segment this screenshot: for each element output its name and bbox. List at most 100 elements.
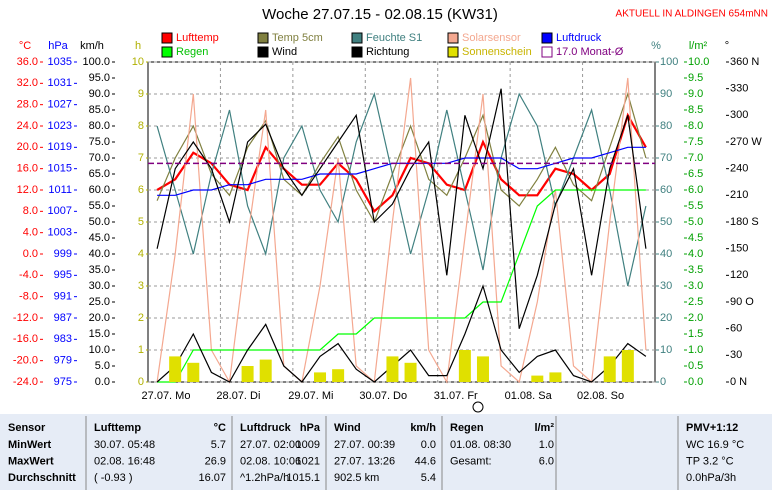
row-label: Durchschnitt xyxy=(8,472,76,484)
column-unit: l/m² xyxy=(534,422,554,434)
legend-label: 17.0 Monat-Ø xyxy=(556,46,624,58)
legend-swatch xyxy=(257,46,269,58)
column-title: Luftdruck xyxy=(240,422,292,434)
tick-label: 90 O xyxy=(730,296,754,308)
cell-text: WC 16.9 °C xyxy=(686,439,744,451)
axis-title: % xyxy=(651,40,661,52)
chart-title: Woche 27.07.15 - 02.08.15 (KW31) xyxy=(262,6,498,23)
tick-label: 60.0 xyxy=(89,184,110,196)
tick-label: 2 xyxy=(138,312,144,324)
legend-label: Wind xyxy=(272,46,297,58)
sunshine-bar xyxy=(386,356,399,382)
tick-label: 70.0 xyxy=(89,152,110,164)
x-tick-label: 01.08. Sa xyxy=(505,390,553,402)
tick-label: 30 xyxy=(730,349,742,361)
tick-label: 85.0 xyxy=(89,104,110,116)
tick-label: 240 xyxy=(730,163,748,175)
tick-label: 5.0 xyxy=(688,216,703,228)
tick-label: 1011 xyxy=(48,184,72,196)
scroll-handle[interactable] xyxy=(472,401,484,413)
cell-text: 27.07. 13:26 xyxy=(334,455,395,467)
legend-label: Sonnenschein xyxy=(462,46,532,58)
legend-swatch xyxy=(541,32,553,44)
tick-label: 4.0 xyxy=(688,248,703,260)
axis-title: h xyxy=(135,40,141,52)
legend-swatch xyxy=(447,32,459,44)
tick-label: 0 xyxy=(660,376,666,388)
tick-label: 1003 xyxy=(48,227,72,239)
tick-label: 5.0 xyxy=(95,360,110,372)
tick-label: 3.0 xyxy=(688,280,703,292)
stats-panel xyxy=(0,414,772,490)
x-tick-label: 27.07. Mo xyxy=(142,390,191,402)
column-unit: °C xyxy=(214,422,226,434)
tick-label: 8 xyxy=(138,120,144,132)
series-line xyxy=(156,91,647,287)
tick-label: 1023 xyxy=(48,120,72,132)
cell-text: 02.08. 10:06 xyxy=(240,455,301,467)
sunshine-bar xyxy=(458,350,471,382)
cell-text: 27.07. 00:39 xyxy=(334,439,395,451)
tick-label: 999 xyxy=(54,248,72,260)
sunshine-bar xyxy=(314,372,327,382)
tick-label: 300 xyxy=(730,109,748,121)
tick-label: 55.0 xyxy=(89,200,110,212)
tick-label: 991 xyxy=(54,291,72,303)
tick-label: 180 S xyxy=(730,216,759,228)
tick-label: -12.0 xyxy=(13,312,38,324)
cell-value: 16.07 xyxy=(198,472,226,484)
tick-label: 983 xyxy=(54,333,72,345)
tick-label: 10.0 xyxy=(89,344,110,356)
axis-title: °C xyxy=(19,40,31,52)
tick-label: 36.0 xyxy=(17,56,38,68)
column-unit: hPa xyxy=(300,422,321,434)
sunshine-bar xyxy=(187,362,200,382)
tick-label: 1 xyxy=(138,344,144,356)
tick-label: 60 xyxy=(660,184,672,196)
tick-label: 75.0 xyxy=(89,136,110,148)
tick-label: 8.5 xyxy=(688,104,703,116)
tick-label: 100 xyxy=(660,56,678,68)
legend-label: Feuchte S1 xyxy=(366,32,422,44)
tick-label: 12.0 xyxy=(17,184,38,196)
x-tick-label: 29.07. Mi xyxy=(288,390,333,402)
tick-label: 979 xyxy=(54,355,72,367)
cell-value: 1009 xyxy=(296,439,320,451)
legend-swatch xyxy=(541,46,553,58)
legend-label: Luftdruck xyxy=(556,32,602,44)
column-unit: km/h xyxy=(410,422,436,434)
location-note: AKTUELL IN ALDINGEN 654mNN xyxy=(616,9,768,20)
sunshine-bar xyxy=(531,375,544,382)
tick-label: 6.0 xyxy=(688,184,703,196)
tick-label: 25.0 xyxy=(89,296,110,308)
tick-label: 40 xyxy=(660,248,672,260)
sunshine-bar xyxy=(603,356,616,382)
tick-label: 100.0 xyxy=(82,56,110,68)
sunshine-bar xyxy=(169,356,182,382)
tick-label: -16.0 xyxy=(13,333,38,345)
tick-label: 7 xyxy=(138,152,144,164)
tick-label: 30 xyxy=(660,280,672,292)
tick-label: 1027 xyxy=(48,99,72,111)
tick-label: 16.0 xyxy=(17,163,38,175)
tick-label: -8.0 xyxy=(19,291,38,303)
tick-label: 120 xyxy=(730,269,748,281)
x-tick-label: 02.08. So xyxy=(577,390,624,402)
cell-value: 44.6 xyxy=(415,455,436,467)
cell-value: 5.4 xyxy=(421,472,436,484)
tick-label: 2.0 xyxy=(688,312,703,324)
tick-label: 1015 xyxy=(48,163,72,175)
cell-value: 5.7 xyxy=(211,439,226,451)
column-title: Wind xyxy=(334,422,361,434)
sunshine-bar xyxy=(241,366,254,382)
tick-label: 987 xyxy=(54,312,72,324)
sunshine-bar xyxy=(404,362,417,382)
tick-label: 6.5 xyxy=(688,168,703,180)
tick-label: 1007 xyxy=(48,205,72,217)
tick-label: 9.5 xyxy=(688,72,703,84)
tick-label: 360 N xyxy=(730,56,759,68)
tick-label: 7.0 xyxy=(688,152,703,164)
tick-label: 20 xyxy=(660,312,672,324)
tick-label: 20.0 xyxy=(17,141,38,153)
series-line xyxy=(156,88,647,329)
